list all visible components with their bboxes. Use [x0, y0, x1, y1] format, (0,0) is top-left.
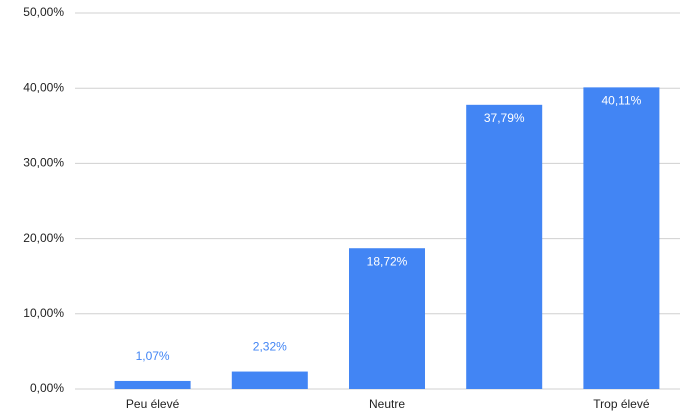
x-tick-label: Trop élevé — [593, 397, 650, 411]
bar — [349, 248, 425, 389]
y-tick-label: 0,00% — [30, 381, 64, 395]
y-tick-label: 30,00% — [23, 156, 64, 170]
bar — [583, 87, 660, 389]
y-tick-label: 10,00% — [23, 306, 64, 320]
data-label: 18,72% — [367, 254, 408, 268]
y-tick-label: 40,00% — [23, 80, 64, 94]
data-label: 40,11% — [601, 94, 641, 108]
data-label: 37,79% — [484, 111, 525, 125]
data-label: 2,32% — [253, 340, 287, 354]
x-tick-label: Neutre — [369, 397, 405, 411]
x-tick-label: Peu élevé — [126, 397, 180, 411]
bar — [231, 371, 308, 389]
y-tick-label: 50,00% — [23, 5, 64, 19]
bar — [114, 380, 191, 389]
bar — [466, 104, 543, 389]
y-tick-label: 20,00% — [23, 231, 64, 245]
data-label: 1,07% — [136, 349, 170, 363]
